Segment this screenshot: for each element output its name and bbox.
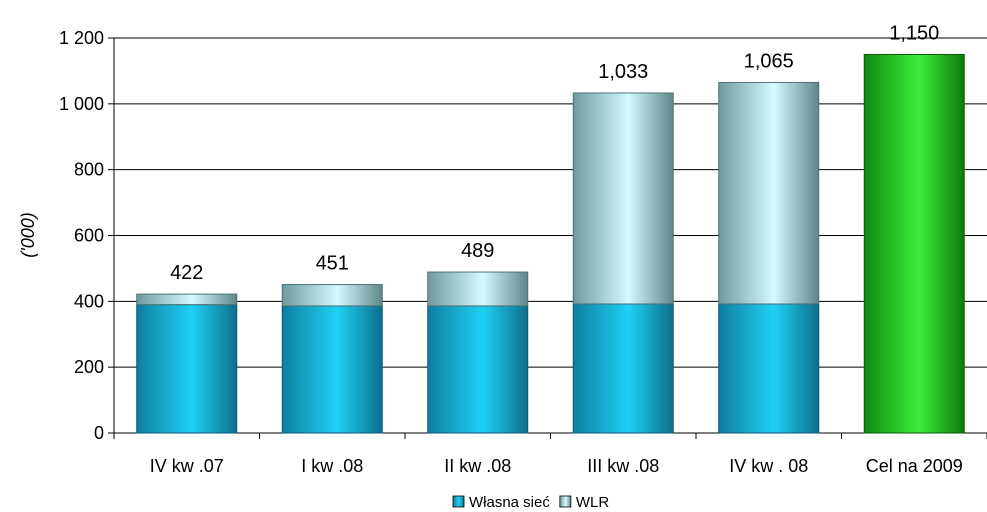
- legend-swatch: [452, 495, 465, 508]
- bar-segment-wlasna-siec: [281, 305, 383, 434]
- bar-segment-wlr: [572, 92, 674, 305]
- legend: Własna sieć WLR: [452, 494, 610, 511]
- category-label: Cel na 2009: [866, 456, 963, 476]
- y-axis-label: ('000): [18, 212, 38, 257]
- y-tick-label: 800: [74, 160, 104, 180]
- category-label: II kw .08: [444, 456, 511, 476]
- bar-segment-wlasna-siec: [572, 303, 674, 434]
- category-label: IV kw .07: [150, 456, 224, 476]
- bar-segment-wlr: [427, 271, 529, 307]
- bar-segment-wlr: [136, 293, 238, 306]
- total-label: 422: [170, 262, 203, 284]
- total-label: 1,065: [744, 50, 794, 72]
- category-label: III kw .08: [587, 456, 659, 476]
- bars: [136, 53, 965, 434]
- legend-swatch: [559, 495, 572, 508]
- y-tick-label: 1 000: [59, 94, 104, 114]
- y-tick-label: 0: [94, 423, 104, 443]
- bar-segment-wlasna-siec: [427, 305, 529, 434]
- bar-segment-wlr: [281, 284, 383, 307]
- total-label: 1,033: [598, 61, 648, 83]
- axes: [108, 37, 987, 439]
- legend-label: Własna sieć: [469, 494, 550, 511]
- total-label: 489: [461, 240, 494, 262]
- y-tick-label: 200: [74, 357, 104, 377]
- total-label: 1,150: [889, 22, 939, 44]
- category-label: IV kw . 08: [729, 456, 808, 476]
- labels: 0 200 400 600 800 1 000 1 200 422 IV kw .07 451 I …: [59, 22, 963, 476]
- legend-label: WLR: [576, 494, 610, 511]
- category-label: I kw .08: [301, 456, 363, 476]
- gridlines: [114, 37, 987, 368]
- bar-segment-target: [863, 53, 965, 434]
- bar-segment-wlasna-siec: [718, 303, 820, 434]
- y-tick-label: 600: [74, 226, 104, 246]
- bar-segment-wlr: [718, 81, 820, 305]
- total-label: 451: [316, 253, 349, 275]
- y-tick-label: 400: [74, 291, 104, 311]
- bar-segment-wlasna-siec: [136, 304, 238, 434]
- y-tick-label: 1 200: [59, 28, 104, 48]
